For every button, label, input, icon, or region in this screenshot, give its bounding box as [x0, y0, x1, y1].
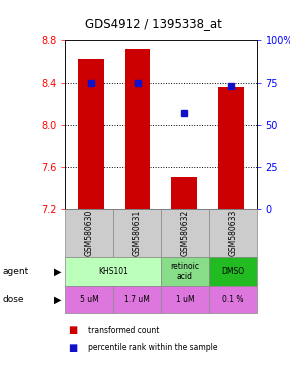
Bar	[125, 49, 151, 209]
Text: DMSO: DMSO	[221, 267, 244, 276]
Text: 1.7 uM: 1.7 uM	[124, 295, 150, 304]
Text: GSM580633: GSM580633	[228, 210, 237, 257]
Text: dose: dose	[3, 295, 24, 304]
Bar	[218, 87, 244, 209]
Bar	[171, 177, 197, 209]
Text: GDS4912 / 1395338_at: GDS4912 / 1395338_at	[85, 17, 222, 30]
Text: ▶: ▶	[54, 266, 61, 277]
Text: ■: ■	[68, 325, 77, 335]
Text: transformed count: transformed count	[88, 326, 160, 335]
Text: KHS101: KHS101	[98, 267, 128, 276]
Text: ■: ■	[68, 343, 77, 353]
Text: GSM580630: GSM580630	[85, 210, 94, 257]
Text: retinoic
acid: retinoic acid	[171, 262, 200, 281]
Bar	[78, 60, 104, 209]
Text: 0.1 %: 0.1 %	[222, 295, 244, 304]
Text: GSM580631: GSM580631	[133, 210, 142, 257]
Text: percentile rank within the sample: percentile rank within the sample	[88, 343, 218, 352]
Text: ▶: ▶	[54, 295, 61, 305]
Text: 5 uM: 5 uM	[80, 295, 99, 304]
Text: GSM580632: GSM580632	[180, 210, 189, 257]
Text: 1 uM: 1 uM	[175, 295, 194, 304]
Text: agent: agent	[3, 267, 29, 276]
